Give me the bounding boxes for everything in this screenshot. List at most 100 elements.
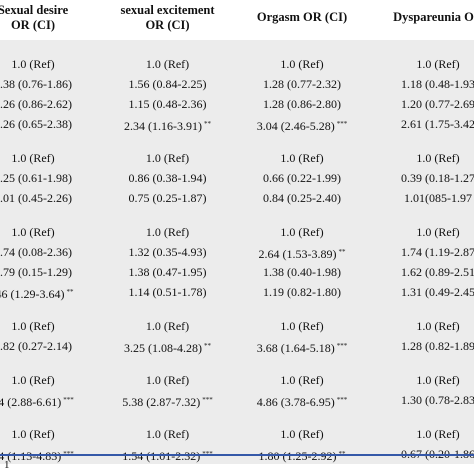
cell-value: 1.20 (0.77-2.69 — [401, 97, 474, 111]
table-cell: 1.38 (0.40-1.98) — [236, 262, 368, 282]
table-row: 1.25 (0.61-1.98) 0.86 (0.38-1.94) 0.66 (0.… — [0, 168, 474, 188]
table-cell: 1.0 (Ref) — [236, 316, 368, 336]
table-cell: 1.0 (Ref) — [0, 222, 100, 242]
header-line: OR (CI) — [145, 18, 190, 32]
cell-value: 1.0 (Ref) — [416, 319, 460, 333]
table-cell: 0.75 (0.25-1.87) — [100, 188, 235, 208]
cell-value: 1.01 (0.45-2.26) — [0, 191, 72, 205]
cell-value: 1.0 (Ref) — [280, 319, 324, 333]
table-cell: 1.28 (0.82-1.89 — [368, 336, 474, 356]
cell-value: 1.0 (Ref) — [11, 427, 55, 441]
header-line: Sexual desire — [0, 3, 69, 17]
cell-value: 1.0 (Ref) — [11, 319, 55, 333]
table-cell: 1.01(085-1.97 — [368, 188, 474, 208]
table-row: .46 (1.29-3.64)** 1.14 (0.51-1.78) 1.19 (0… — [0, 282, 474, 302]
table-cell: 1.56 (0.84-2.25) — [100, 74, 235, 94]
table-cell: 1.31 (0.49-2.45 — [368, 282, 474, 302]
table-row: 0.79 (0.15-1.29) 1.38 (0.47-1.95) 1.38 (0.… — [0, 262, 474, 282]
table-cell: .46 (1.29-3.64)** — [0, 282, 100, 302]
table-cell: 3.68 (1.64-5.18) *** — [236, 336, 368, 356]
table-row: 1.26 (0.86-2.62) 1.15 (0.48-2.36) 1.28 (0.… — [0, 94, 474, 114]
table-cell: 0.86 (0.38-1.94) — [100, 168, 235, 188]
group-spacer — [0, 134, 474, 148]
table-cell: 1.0 (Ref) — [100, 54, 235, 74]
table-cell: 0.66 (0.22-1.99) — [236, 168, 368, 188]
significance-marker: *** — [63, 396, 74, 404]
cell-value: 1.15 (0.48-2.36) — [128, 97, 207, 111]
table-cell: 1.30 (0.78-2.83 — [368, 390, 474, 410]
table-cell: 1.38 (0.47-1.95) — [100, 262, 235, 282]
table-cell: 1.82 (0.27-2.14) — [0, 336, 100, 356]
cell-value: 1.54 (1.01-2.32) — [122, 449, 201, 463]
cell-value: 1.0 (Ref) — [280, 151, 324, 165]
table-cell: 1.0 (Ref) — [236, 54, 368, 74]
cell-value: 1.0 (Ref) — [145, 319, 190, 333]
table-row: 1.74 (0.08-2.36) 1.32 (0.35-4.93) 2.64 (1.… — [0, 242, 474, 262]
table-cell: 1.0 (Ref) — [236, 148, 368, 168]
cell-value: 1.26 (0.86-2.62) — [0, 97, 72, 111]
cell-value: 4.86 (3.78-6.95) — [256, 395, 335, 409]
header-line: Orgasm OR (CI) — [256, 10, 348, 24]
cell-value: 1.0 (Ref) — [145, 427, 190, 441]
table-cell: 1.28 (0.77-2.32) — [236, 74, 368, 94]
cell-value: 2.34 (1.16-3.91) — [124, 119, 202, 133]
cell-value: 1.28 (0.77-2.32) — [263, 77, 341, 91]
significance-marker: ** — [204, 342, 211, 350]
cell-value: 1.25 (0.61-1.98) — [0, 171, 72, 185]
table-cell: 1.0 (Ref) — [100, 222, 235, 242]
table-row: 1.0 (Ref) 1.0 (Ref) 1.0 (Ref) 1.0 (Ref) — [0, 370, 474, 390]
cell-value: 1.19 (0.82-1.80) — [263, 285, 341, 299]
table-cell: 4.86 (3.78-6.95) *** — [236, 390, 368, 410]
table-cell: 1.74 (1.19-2.87 — [368, 242, 474, 262]
significance-marker: *** — [202, 396, 213, 404]
table-cell: 3.04 (2.46-5.28) *** — [236, 114, 368, 134]
cell-value: 1.0 (Ref) — [416, 427, 460, 441]
cell-value: 0.75 (0.25-1.87) — [128, 191, 207, 205]
table-cell: 1.0 (Ref) — [368, 424, 474, 444]
cell-value: 1.0 (Ref) — [280, 373, 324, 387]
cell-value: 1.0 (Ref) — [11, 225, 55, 239]
group-spacer — [0, 302, 474, 316]
table-cell: 2.34 (1.16-3.91) ** — [100, 114, 235, 134]
table-row: 1.26 (0.65-2.38) 2.34 (1.16-3.91) ** 3.04 (… — [0, 114, 474, 134]
cell-value: 1.0 (Ref) — [416, 151, 460, 165]
table-cell: 1.0 (Ref) — [100, 148, 235, 168]
significance-marker: *** — [336, 342, 348, 350]
cell-value: 1.32 (0.35-4.93) — [128, 245, 207, 259]
table-cell: 1.28 (0.86-2.80) — [236, 94, 368, 114]
cell-value: 1.56 (0.84-2.25) — [128, 77, 207, 91]
cell-value: .46 (1.29-3.64) — [0, 287, 65, 301]
table-cell: 1.01 (0.45-2.26) — [0, 188, 100, 208]
table-cell: 1.0 (Ref) — [0, 370, 100, 390]
table-cell: 0.79 (0.15-1.29) — [0, 262, 100, 282]
header-line: OR (CI) — [10, 18, 56, 32]
cell-value: 3.04 (2.46-5.28) — [256, 119, 335, 133]
table-cell: 1.26 (0.86-2.62) — [0, 94, 100, 114]
table-cell: 1.20 (0.77-2.69 — [368, 94, 474, 114]
table-cell: 1.0 (Ref) — [368, 370, 474, 390]
cell-value: 1.74 (0.08-2.36) — [0, 245, 72, 259]
significance-marker: *** — [336, 396, 348, 404]
table-header: Sexual desire OR (CI) sexual excitement … — [0, 0, 474, 40]
cell-value: 1.0 (Ref) — [11, 151, 55, 165]
cell-value: 2.61 (1.75-3.42 — [401, 117, 474, 131]
table-cell: 1.0 (Ref) — [236, 424, 368, 444]
cell-value: 1.0 (Ref) — [11, 57, 55, 71]
significance-marker: ** — [66, 288, 74, 296]
table-cell: 1.0 (Ref) — [0, 148, 100, 168]
cell-value: 1.0 (Ref) — [280, 57, 324, 71]
group-spacer — [0, 356, 474, 370]
header-sexual-excitement: sexual excitement OR (CI) — [100, 3, 235, 33]
cell-value: 0.39 (0.18-1.27 — [401, 171, 474, 185]
cell-value: 1.0 (Ref) — [280, 427, 324, 441]
cell-value: 0.79 (0.15-1.29) — [0, 265, 72, 279]
cell-value: 1.30 (0.78-2.83 — [401, 393, 474, 407]
table-cell: 1.0 (Ref) — [100, 424, 235, 444]
table-cell: 1.0 (Ref) — [368, 148, 474, 168]
cell-value: 3.25 (1.08-4.28) — [124, 341, 202, 355]
cell-value: 3.68 (1.64-5.18) — [256, 341, 335, 355]
table-row: 1.0 (Ref) 1.0 (Ref) 1.0 (Ref) 1.0 (Ref) — [0, 148, 474, 168]
table-cell: 1.0 (Ref) — [368, 316, 474, 336]
table-cell: 0.39 (0.18-1.27 — [368, 168, 474, 188]
table-cell: 3.25 (1.08-4.28) ** — [100, 336, 235, 356]
